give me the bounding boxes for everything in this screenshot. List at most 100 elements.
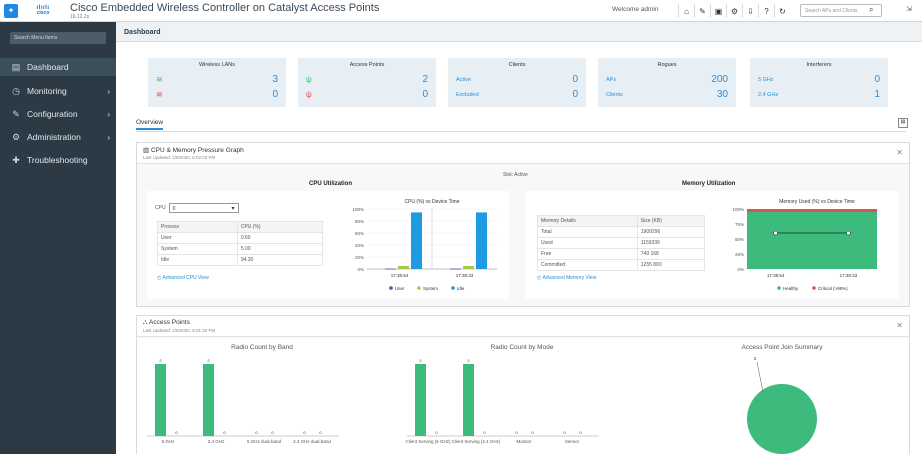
sidebar-item-configuration[interactable]: ✎ Configuration › [0,105,116,123]
data-label: 0 [531,430,534,435]
data-label: 2 [467,358,470,363]
sidebar-item-administration[interactable]: ⚙ Administration › [0,128,116,146]
memory-section: Memory Details Size (KB) Total 1909296 Use… [525,191,899,299]
memory-chart: Memory Used (%) vs Device Time 0% 25% 50% 75… [732,199,877,291]
chart-title: Access Point Join Summary [742,344,824,351]
tab-divider [136,131,906,132]
ap-panel-icon: ⛬ [143,319,149,326]
bar-up [155,364,166,436]
bar-idle [476,212,487,269]
bar-system [463,266,474,269]
radio-count-by-mode-chart: Radio Count by Mode 2 0 Client Serving (5 G… [405,344,599,444]
sidebar-item-troubleshooting[interactable]: ✚ Troubleshooting [0,151,116,169]
access-points-panel: ⛬ Access Points Last Updated: 1/9/2020, … [136,315,910,454]
configuration-icon: ✎ [12,108,20,119]
x-tick-label: Monitor [516,439,532,444]
y-tick-label: 0% [737,267,744,272]
data-label: 0 [319,430,322,435]
legend-marker [812,286,816,290]
data-label: 2 [419,358,422,363]
chart-title: CPU (%) vs Device Time [404,199,459,205]
panel-updated: Last Updated: 1/9/2020, 6:01:32 PM [143,328,216,333]
cpu-title: CPU Utilization [309,181,352,187]
ap-up-icon: ψ [306,75,312,84]
x-tick-label: 17:38:54 [767,273,785,278]
advanced-cpu-view-link[interactable]: ◴ Advanced CPU View [157,275,209,281]
cpu-select[interactable]: 0 [168,203,239,213]
table-row: Used 1159336 [537,237,706,249]
data-label: 0 [435,430,438,435]
y-tick-label: 50% [735,237,744,242]
sidebar-search-input[interactable]: Search Menu Items [10,32,106,44]
x-tick-label: 2.4 GHz dual-band [293,439,331,444]
monitoring-icon: ◷ [12,85,20,96]
sidebar-item-monitoring[interactable]: ◷ Monitoring › [0,82,116,100]
download-icon[interactable]: ⇩ [742,4,758,18]
gear-icon[interactable]: ⚙ [726,4,742,18]
pie-data-label: 2 [754,356,757,361]
chart-title: Memory Used (%) vs Device Time [779,199,855,205]
x-tick-label: 5 GHz dual-band [247,439,282,444]
panel-title: ▥ CPU & Memory Pressure Graph [143,147,244,154]
wifi-up-icon: ≋ [156,75,163,84]
home-icon[interactable]: ⌂ [678,4,694,18]
x-tick-label: Sensor [565,439,580,444]
panel-title: ⛬ Access Points [143,319,190,326]
table-row: User 0.60 [157,232,324,244]
data-label: 0 [175,430,178,435]
table-row: Total 1909296 [537,226,706,238]
help-icon[interactable]: ? [758,4,774,18]
welcome-user[interactable]: Welcome admin [612,6,659,13]
rogues-card[interactable]: Rogues APs 200 Clients 30 [598,58,736,107]
x-tick-label: 17:38:54 [391,273,409,278]
expand-icon[interactable]: ⇲ [906,6,912,13]
main-content: Dashboard Wireless LANs ≋ 3 ≋ 0 Access Poi… [116,22,922,454]
bar-up [463,364,474,436]
legend-label: System [423,286,438,291]
tab-overview[interactable]: Overview [136,119,164,130]
close-icon[interactable]: ✕ [896,321,903,330]
x-tick-label: Client Serving (2.4 GHz) [452,439,501,444]
save-icon[interactable]: ▣ [710,4,726,18]
layout-toggle-icon[interactable]: ▤ [898,118,908,128]
administration-icon: ⚙ [11,131,21,142]
chart-title: Radio Count by Mode [491,344,554,351]
breadcrumb: Dashboard [116,22,922,42]
data-label: 0 [515,430,518,435]
legend-marker [451,286,455,290]
wlan-card[interactable]: Wireless LANs ≋ 3 ≋ 0 [148,58,286,107]
bar-idle [411,212,422,269]
search-input[interactable]: Search APs and Clients [800,4,882,17]
interferers-card[interactable]: Interferers 5 GHz 0 2.4 GHz 1 [750,58,888,107]
legend-marker [777,286,781,290]
x-tick-label: 17:38:33 [456,273,474,278]
troubleshooting-icon: ✚ [12,154,20,165]
refresh-icon[interactable]: ↻ [774,4,790,18]
cpu-table: Process CPU (%) User 0.60 System 5.00 Idle 9… [157,221,324,266]
data-label: 2 [207,358,210,363]
y-tick-label: 100% [732,207,744,212]
x-tick-label: 2.4 GHz [208,439,225,444]
memory-table: Memory Details Size (KB) Total 1909296 Use… [537,215,706,271]
top-bar: ✦ ılıılı cisco Cisco Embedded Wireless Co… [0,0,922,22]
pie-slice [747,384,817,454]
data-label: 2 [159,358,162,363]
wrench-icon[interactable]: ✎ [694,4,710,18]
close-icon[interactable]: ✕ [896,148,903,157]
y-tick-label: 0% [357,267,364,272]
app-version: 16.12.2s [70,13,90,20]
legend-marker [417,286,421,290]
clients-card[interactable]: Clients Active 0 Excluded 0 [448,58,586,107]
legend-label: Idle [457,286,465,291]
sidebar-item-dashboard[interactable]: ▤ Dashboard [0,58,116,76]
y-tick-label: 20% [355,255,364,260]
ap-down-icon: ψ [306,90,312,99]
bar-up [415,364,426,436]
advanced-memory-view-link[interactable]: ◴ Advanced Memory View [537,275,597,281]
search-icon[interactable]: ⌕ [869,5,874,14]
menu-toggle-button[interactable]: ✦ [0,0,22,22]
bar-user [450,268,461,270]
chart-title: Radio Count by Band [231,344,293,351]
